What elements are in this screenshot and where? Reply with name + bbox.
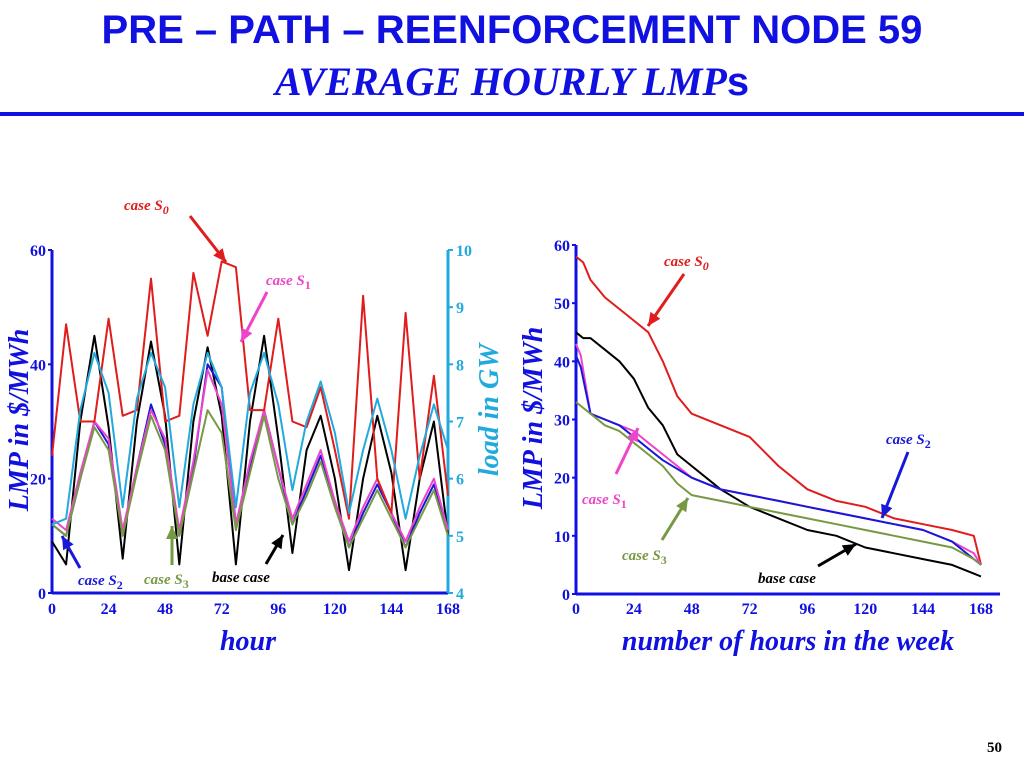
right-series-case-s0: [575, 255, 982, 566]
left-x-tick-label: 120: [323, 601, 347, 618]
left-y2-tick-label: 9: [456, 300, 464, 317]
right-y-tick-label: 10: [554, 529, 570, 546]
slide-title-line2-main: AVERAGE HOURLY LMP: [274, 59, 727, 104]
left-y2-tick-label: 8: [456, 357, 464, 374]
slide-title-line2-suffix: s: [726, 60, 750, 104]
left-series-load: [51, 351, 449, 526]
right-series-case-s2: [575, 355, 982, 566]
left-y-tick-label: 0: [38, 586, 46, 603]
left-y-axis-title: LMP in $/MWh: [4, 329, 35, 513]
right-y-tick-label: 60: [554, 238, 570, 255]
left-arrow-s2-head: [62, 536, 74, 551]
right-x-tick-label: 72: [742, 601, 758, 618]
right-y-tick-label: 50: [554, 296, 570, 313]
right-x-tick-label: 48: [684, 601, 700, 618]
left-x-tick-label: 24: [101, 601, 117, 618]
left-arrow-s3-head: [166, 526, 178, 539]
left-x-tick-label: 96: [270, 601, 286, 618]
right-x-tick-label: 144: [911, 601, 935, 618]
left-series-case-s0: [51, 260, 449, 520]
right-x-tick-label: 96: [799, 601, 815, 618]
page-number: 50: [987, 740, 1002, 756]
left-x-axis-title: hour: [220, 626, 277, 657]
left-x-tick-label: 72: [214, 601, 230, 618]
left-y2-tick-label: 6: [456, 472, 464, 489]
right-x-tick-label: 168: [969, 601, 993, 618]
slide-title-line2: AVERAGE HOURLY LMPs: [0, 58, 1024, 106]
left-y2-tick-label: 10: [456, 243, 472, 260]
right-y-tick-label: 30: [554, 413, 570, 430]
left-y2-tick-label: 7: [456, 415, 464, 432]
left-annotation-0: case S0: [124, 198, 169, 217]
slide-title-line1: PRE – PATH – REENFORCEMENT NODE 59: [101, 8, 923, 52]
left-x-tick-label: 0: [48, 601, 56, 618]
left-annotation-2: case S2: [78, 573, 123, 592]
right-annotation-1: case S2: [886, 432, 931, 451]
left-y-tick-label: 60: [30, 243, 46, 260]
right-x-tick-label: 24: [626, 601, 642, 618]
left-arrow-s1-head: [241, 327, 253, 342]
right-y-tick-label: 20: [554, 471, 570, 488]
left-series-case-s3: [51, 409, 449, 549]
left-y2-tick-label: 5: [456, 529, 464, 546]
right-x-axis-title: number of hours in the week: [622, 626, 954, 657]
right-y-tick-label: 0: [562, 587, 570, 604]
right-arrow-base-head: [841, 544, 856, 556]
right-x-tick-label: 120: [853, 601, 877, 618]
left-arrow-base-head: [271, 535, 283, 550]
left-y2-tick-label: 4: [456, 586, 464, 603]
left-annotation-1: case S1: [266, 273, 311, 292]
left-arrow-s0-head: [213, 248, 226, 262]
right-series-base-case: [575, 331, 982, 578]
left-x-tick-label: 144: [379, 601, 403, 618]
left-annotation-3: case S3: [144, 572, 189, 591]
right-arrow-s1-head: [626, 428, 638, 443]
right-annotation-2: case S1: [582, 492, 627, 511]
right-annotation-3: case S3: [622, 548, 667, 567]
right-annotation-4: base case: [758, 571, 816, 587]
right-series-case-s1: [575, 343, 982, 566]
left-y-tick-label: 20: [30, 472, 46, 489]
right-y-tick-label: 40: [554, 354, 570, 371]
right-y-axis-title: LMP in $/MWh: [518, 327, 549, 511]
title-divider: [0, 112, 1024, 116]
right-arrow-s2-head: [881, 503, 893, 518]
left-series-base-case: [51, 334, 449, 572]
right-arrow-s3-head: [676, 498, 688, 513]
right-x-tick-label: 0: [572, 601, 580, 618]
right-arrow-s0-head: [648, 311, 661, 326]
left-y2-axis-title: load in GW: [474, 342, 505, 476]
left-x-tick-label: 48: [157, 601, 173, 618]
left-y-tick-label: 40: [30, 357, 46, 374]
right-series-case-s3: [575, 401, 982, 566]
left-annotation-4: base case: [212, 570, 270, 586]
right-annotation-0: case S0: [664, 254, 709, 273]
left-x-tick-label: 168: [436, 601, 460, 618]
